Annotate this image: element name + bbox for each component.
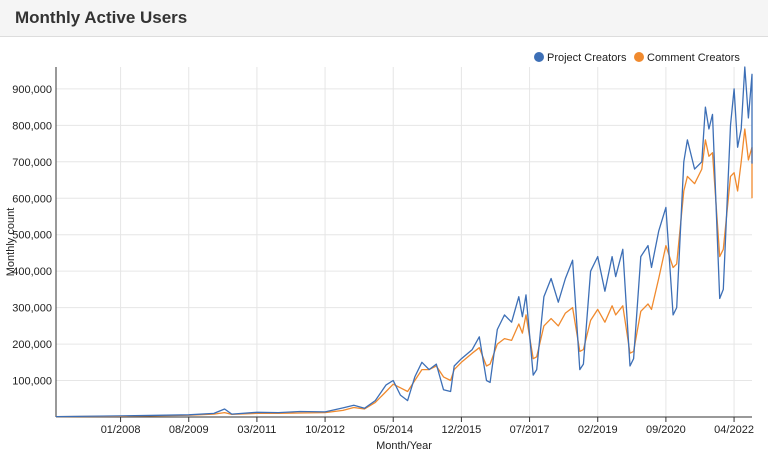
y-tick-label: 200,000: [12, 339, 52, 351]
y-tick-label: 700,000: [12, 157, 52, 169]
x-tick-label: 04/2022: [714, 424, 754, 436]
y-tick-label: 800,000: [12, 120, 52, 132]
monthly-active-users-chart: 100,000 200,000 300,000 400,000 500,000 600,0…: [5, 52, 754, 452]
series-line-comment-creators: [55, 128, 753, 418]
y-tick-label: 900,000: [12, 84, 52, 96]
x-tick-label: 05/2014: [373, 424, 413, 436]
y-tick-label: 100,000: [12, 376, 52, 388]
y-axis-title: Monthly count: [5, 208, 17, 276]
x-tick-label: 03/2011: [237, 424, 276, 436]
x-tick-label: 08/2009: [169, 424, 209, 436]
legend-label: Project Creators: [547, 52, 627, 64]
x-axis-title: Month/Year: [376, 440, 432, 452]
panel-header: Monthly Active Users: [0, 0, 768, 37]
x-tick-label: 09/2020: [646, 424, 686, 436]
y-tick-label: 500,000: [12, 230, 52, 242]
x-tick-label: 07/2017: [510, 424, 550, 436]
x-tick-label: 01/2008: [101, 424, 141, 436]
y-tick-label: 300,000: [12, 303, 52, 315]
y-tick-label: 400,000: [12, 266, 52, 278]
legend-label: Comment Creators: [647, 52, 740, 64]
y-tick-label: 600,000: [12, 193, 52, 205]
x-tick-label: 12/2015: [442, 424, 482, 436]
legend-marker: [634, 52, 644, 62]
panel-title: Monthly Active Users: [15, 8, 188, 27]
x-tick-label: 10/2012: [305, 424, 345, 436]
x-tick-label: 02/2019: [578, 424, 618, 436]
series-line-project-creators: [55, 66, 753, 418]
legend-marker: [534, 52, 544, 62]
